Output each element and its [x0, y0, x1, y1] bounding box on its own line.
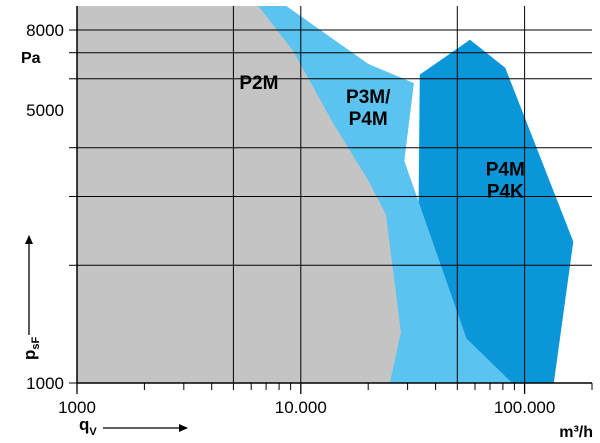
y-tick-label: 5000 [26, 101, 64, 120]
y-tick-label: 8000 [26, 21, 64, 40]
region-label-1: P4M [486, 159, 525, 180]
y-axis-title-subscript: sF [30, 336, 42, 349]
x-tick-label: 1000 [58, 398, 96, 417]
y-axis-title-letter: p [20, 350, 39, 360]
x-axis-title-subscript: V [89, 426, 97, 438]
region-label-2: P3M/ [346, 87, 391, 108]
x-axis-title: qV [79, 415, 97, 438]
y-axis-title: psF [20, 336, 42, 360]
x-axis-title-letter: q [79, 415, 89, 434]
y-tick-label: 1000 [26, 374, 64, 393]
x-tick-label: 100.000 [494, 398, 555, 417]
region-area-3 [77, 6, 401, 383]
y-unit-label: Pa [21, 50, 41, 67]
region-area-1 [416, 39, 574, 383]
x-unit-label: m³/h [559, 424, 593, 441]
region-label-3: P2M [239, 73, 278, 94]
region-label-2: P4M [349, 109, 388, 130]
x-tick-label: 10.000 [275, 398, 327, 417]
svg-text:psF: psF [20, 336, 42, 360]
region-label-1: P4K [487, 181, 524, 202]
